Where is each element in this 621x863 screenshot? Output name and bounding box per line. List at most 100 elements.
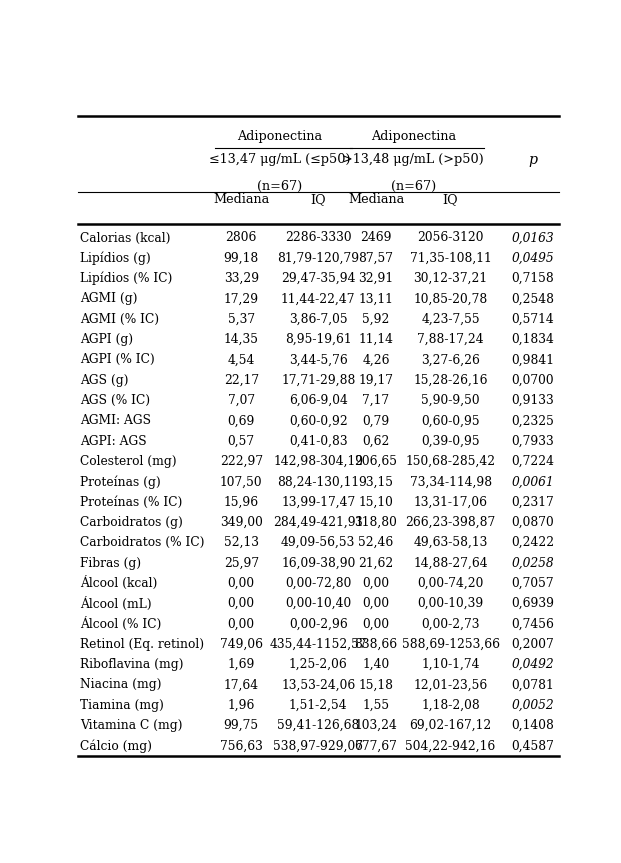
Text: 0,60-0,95: 0,60-0,95 — [421, 414, 480, 427]
Text: 25,97: 25,97 — [224, 557, 259, 570]
Text: Cálcio (mg): Cálcio (mg) — [80, 740, 152, 753]
Text: 11,14: 11,14 — [358, 333, 394, 346]
Text: 0,79: 0,79 — [363, 414, 389, 427]
Text: 8,95-19,61: 8,95-19,61 — [285, 333, 351, 346]
Text: 2469: 2469 — [360, 231, 392, 244]
Text: 0,2317: 0,2317 — [511, 495, 554, 508]
Text: 0,00: 0,00 — [228, 597, 255, 610]
Text: 0,00-74,20: 0,00-74,20 — [417, 576, 484, 590]
Text: 0,00: 0,00 — [228, 618, 255, 631]
Text: 59,41-126,68: 59,41-126,68 — [277, 719, 360, 732]
Text: 17,71-29,88: 17,71-29,88 — [281, 374, 355, 387]
Text: 16,09-38,90: 16,09-38,90 — [281, 557, 355, 570]
Text: 0,0495: 0,0495 — [511, 252, 554, 265]
Text: (n=67): (n=67) — [391, 180, 436, 193]
Text: 0,0781: 0,0781 — [511, 678, 554, 691]
Text: 1,25-2,06: 1,25-2,06 — [289, 658, 348, 671]
Text: 206,65: 206,65 — [355, 455, 397, 468]
Text: 13,99-17,47: 13,99-17,47 — [281, 495, 355, 508]
Text: Mediana: Mediana — [348, 193, 404, 206]
Text: Retinol (Eq. retinol): Retinol (Eq. retinol) — [80, 638, 204, 651]
Text: 2806: 2806 — [225, 231, 257, 244]
Text: 15,10: 15,10 — [358, 495, 394, 508]
Text: Colesterol (mg): Colesterol (mg) — [80, 455, 176, 468]
Text: Tiamina (mg): Tiamina (mg) — [80, 699, 164, 712]
Text: 99,75: 99,75 — [224, 719, 259, 732]
Text: 0,1834: 0,1834 — [511, 333, 554, 346]
Text: 0,9841: 0,9841 — [511, 353, 554, 367]
Text: AGPI (% IC): AGPI (% IC) — [80, 353, 155, 367]
Text: 0,60-0,92: 0,60-0,92 — [289, 414, 348, 427]
Text: 0,0163: 0,0163 — [511, 231, 554, 244]
Text: 13,53-24,06: 13,53-24,06 — [281, 678, 355, 691]
Text: 14,88-27,64: 14,88-27,64 — [414, 557, 488, 570]
Text: 13,31-17,06: 13,31-17,06 — [414, 495, 487, 508]
Text: 1,40: 1,40 — [363, 658, 389, 671]
Text: Mediana: Mediana — [213, 193, 270, 206]
Text: 0,5714: 0,5714 — [511, 312, 554, 325]
Text: 0,0492: 0,0492 — [511, 658, 554, 671]
Text: 0,6939: 0,6939 — [511, 597, 554, 610]
Text: 0,0061: 0,0061 — [511, 476, 554, 488]
Text: 266,23-398,87: 266,23-398,87 — [406, 516, 496, 529]
Text: 0,00-2,73: 0,00-2,73 — [422, 618, 480, 631]
Text: (n=67): (n=67) — [257, 180, 302, 193]
Text: 318,80: 318,80 — [355, 516, 397, 529]
Text: 52,46: 52,46 — [358, 536, 394, 549]
Text: 52,13: 52,13 — [224, 536, 259, 549]
Text: 73,34-114,98: 73,34-114,98 — [410, 476, 492, 488]
Text: Niacina (mg): Niacina (mg) — [80, 678, 161, 691]
Text: 107,50: 107,50 — [220, 476, 263, 488]
Text: 15,18: 15,18 — [358, 678, 394, 691]
Text: 71,35-108,11: 71,35-108,11 — [410, 252, 491, 265]
Text: 15,28-26,16: 15,28-26,16 — [414, 374, 488, 387]
Text: 3,44-5,76: 3,44-5,76 — [289, 353, 348, 367]
Text: 0,39-0,95: 0,39-0,95 — [421, 435, 480, 448]
Text: 0,00: 0,00 — [363, 597, 389, 610]
Text: 99,18: 99,18 — [224, 252, 259, 265]
Text: 15,96: 15,96 — [224, 495, 259, 508]
Text: 504,22-942,16: 504,22-942,16 — [406, 740, 496, 753]
Text: 17,64: 17,64 — [224, 678, 259, 691]
Text: >13,48 μg/mL (>p50): >13,48 μg/mL (>p50) — [342, 154, 484, 167]
Text: 93,15: 93,15 — [358, 476, 394, 488]
Text: Álcool (mL): Álcool (mL) — [80, 596, 152, 611]
Text: 4,23-7,55: 4,23-7,55 — [421, 312, 480, 325]
Text: 5,92: 5,92 — [362, 312, 390, 325]
Text: 30,12-37,21: 30,12-37,21 — [414, 272, 487, 285]
Text: 0,0700: 0,0700 — [511, 374, 554, 387]
Text: 32,91: 32,91 — [358, 272, 394, 285]
Text: 49,09-56,53: 49,09-56,53 — [281, 536, 355, 549]
Text: 0,69: 0,69 — [227, 414, 255, 427]
Text: Lipídios (% IC): Lipídios (% IC) — [80, 272, 173, 286]
Text: 10,85-20,78: 10,85-20,78 — [414, 293, 487, 306]
Text: 17,29: 17,29 — [224, 293, 259, 306]
Text: Álcool (% IC): Álcool (% IC) — [80, 617, 161, 631]
Text: 0,2007: 0,2007 — [511, 638, 554, 651]
Text: 0,7456: 0,7456 — [511, 618, 554, 631]
Text: 0,0258: 0,0258 — [511, 557, 554, 570]
Text: 21,62: 21,62 — [358, 557, 394, 570]
Text: 12,01-23,56: 12,01-23,56 — [414, 678, 487, 691]
Text: 0,57: 0,57 — [228, 435, 255, 448]
Text: AGS (% IC): AGS (% IC) — [80, 394, 150, 407]
Text: 7,07: 7,07 — [228, 394, 255, 407]
Text: 538,97-929,07: 538,97-929,07 — [273, 740, 363, 753]
Text: 13,11: 13,11 — [358, 293, 394, 306]
Text: Adiponectina: Adiponectina — [371, 130, 456, 143]
Text: AGMI (% IC): AGMI (% IC) — [80, 312, 159, 325]
Text: 2056-3120: 2056-3120 — [417, 231, 484, 244]
Text: IQ: IQ — [443, 193, 458, 206]
Text: AGMI (g): AGMI (g) — [80, 293, 137, 306]
Text: 0,0052: 0,0052 — [511, 699, 554, 712]
Text: 838,66: 838,66 — [355, 638, 397, 651]
Text: 150,68-285,42: 150,68-285,42 — [406, 455, 496, 468]
Text: 4,26: 4,26 — [362, 353, 390, 367]
Text: 0,41-0,83: 0,41-0,83 — [289, 435, 348, 448]
Text: Carboidratos (g): Carboidratos (g) — [80, 516, 183, 529]
Text: 284,49-421,91: 284,49-421,91 — [273, 516, 363, 529]
Text: 19,17: 19,17 — [358, 374, 394, 387]
Text: 0,2548: 0,2548 — [511, 293, 554, 306]
Text: 0,4587: 0,4587 — [511, 740, 554, 753]
Text: 677,67: 677,67 — [355, 740, 397, 753]
